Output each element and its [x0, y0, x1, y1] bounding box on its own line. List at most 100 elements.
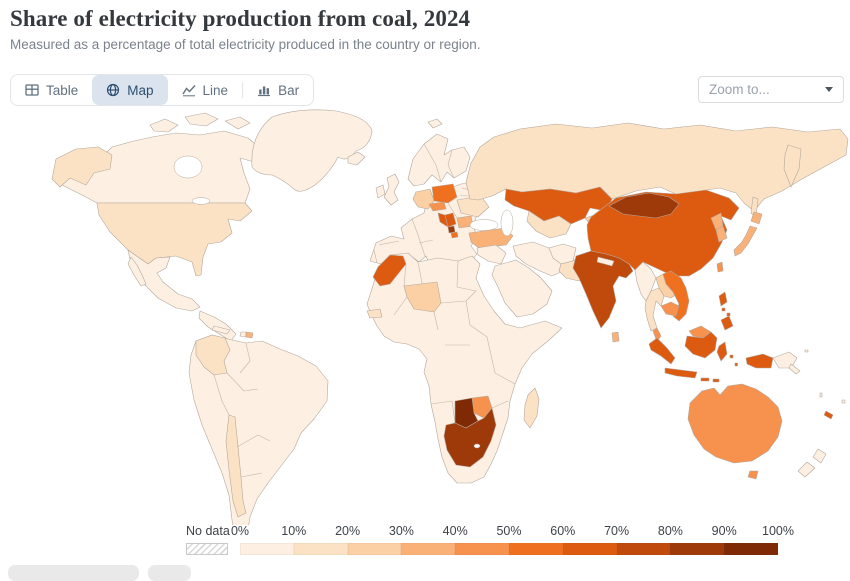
country-south-africa[interactable] — [443, 407, 497, 468]
country-sri-lanka[interactable] — [611, 331, 620, 343]
solomon-islands — [804, 349, 809, 353]
country-cambodia[interactable] — [660, 301, 680, 317]
legend-tick-label: 90% — [711, 524, 737, 538]
legend-tick-label: 80% — [657, 524, 683, 538]
country-serbia[interactable] — [444, 212, 457, 228]
country-saudi-arabia[interactable] — [491, 259, 553, 318]
country-iceland[interactable] — [347, 151, 366, 166]
country-kosovo[interactable] — [447, 225, 456, 234]
legend-tick-label: 40% — [442, 524, 468, 538]
country-mexico[interactable] — [127, 249, 201, 312]
legend-bin[interactable] — [562, 543, 617, 555]
south-america-borders — [213, 342, 271, 478]
legend-tick-label: 50% — [496, 524, 522, 538]
country-colombia[interactable] — [195, 334, 231, 376]
country-greenland[interactable] — [251, 109, 373, 192]
country-india[interactable] — [572, 250, 634, 329]
country-nepal[interactable] — [596, 256, 615, 267]
country-iraq-syria[interactable] — [476, 244, 507, 265]
tab-label: Table — [46, 82, 79, 98]
country-haiti[interactable] — [239, 331, 247, 338]
fiji — [841, 399, 846, 404]
country-chile[interactable] — [225, 414, 247, 518]
tab-label: Bar — [278, 82, 300, 98]
country-philippines[interactable] — [718, 291, 734, 331]
country-japan[interactable] — [733, 211, 763, 257]
country-niger[interactable] — [403, 281, 442, 313]
legend-bin[interactable] — [240, 543, 294, 555]
country-mongolia[interactable] — [608, 192, 680, 219]
country-papua-new-guinea[interactable] — [772, 351, 801, 375]
globe-icon — [106, 83, 120, 97]
legend-bin[interactable] — [293, 543, 348, 555]
legend-tick-label: 60% — [550, 524, 576, 538]
country-new-zealand[interactable] — [797, 448, 827, 478]
country-senegal[interactable] — [366, 308, 383, 319]
country-indonesia[interactable] — [648, 331, 774, 383]
country-kazakhstan[interactable] — [504, 186, 613, 225]
tab-line[interactable]: Line — [168, 75, 243, 105]
country-ireland[interactable] — [375, 184, 386, 199]
legend-bin[interactable] — [724, 543, 778, 555]
svalbard — [427, 118, 443, 129]
legend-bin[interactable] — [508, 543, 563, 555]
lesotho — [473, 443, 481, 449]
legend-tick-label: 10% — [281, 524, 307, 538]
country-taiwan[interactable] — [716, 261, 724, 273]
country-north-macedonia[interactable] — [450, 231, 459, 239]
country-vietnam[interactable] — [662, 270, 690, 322]
great-lakes — [191, 197, 211, 205]
legend-tick-label: 70% — [604, 524, 630, 538]
country-canada[interactable] — [57, 112, 261, 204]
tab-divider — [242, 82, 244, 98]
tab-label: Map — [127, 82, 154, 98]
country-cuba[interactable] — [211, 325, 231, 335]
tab-map[interactable]: Map — [92, 75, 168, 105]
chevron-down-icon — [825, 87, 833, 92]
bar-chart-icon — [257, 83, 271, 97]
africa-borders — [393, 260, 516, 424]
country-madagascar[interactable] — [523, 387, 540, 429]
table-icon — [25, 83, 39, 97]
tab-bar-chart[interactable]: Bar — [243, 75, 313, 105]
country-uzbekistan[interactable] — [526, 210, 572, 239]
legend-bins — [240, 543, 778, 555]
bottom-control-left[interactable] — [8, 565, 139, 581]
country-new-caledonia[interactable] — [823, 410, 834, 420]
bottom-control-right[interactable] — [148, 565, 191, 581]
legend-bin[interactable] — [670, 543, 725, 555]
tab-table[interactable]: Table — [11, 75, 92, 105]
zoom-to-dropdown[interactable]: Zoom to... — [698, 76, 844, 103]
chart-subtitle: Measured as a percentage of total electr… — [10, 37, 481, 52]
country-morocco[interactable] — [372, 254, 407, 287]
legend-bin[interactable] — [455, 543, 509, 555]
country-thailand[interactable] — [644, 287, 665, 332]
tab-label: Line — [202, 82, 229, 98]
country-poland[interactable] — [431, 183, 458, 204]
legend-tick-label: 100% — [762, 524, 794, 538]
landmass-africa[interactable] — [366, 252, 563, 484]
country-south-korea[interactable] — [715, 225, 728, 243]
country-malaysia[interactable] — [652, 325, 712, 343]
caspian-sea — [500, 209, 514, 237]
country-australia[interactable] — [687, 383, 783, 480]
legend-tick-label: 30% — [388, 524, 414, 538]
legend-bin[interactable] — [616, 543, 671, 555]
country-czechia[interactable] — [428, 201, 447, 212]
legend-no-data-swatch[interactable] — [186, 543, 228, 555]
landmass-south-america[interactable] — [188, 334, 329, 525]
legend-tick-label: 20% — [335, 524, 361, 538]
map-legend: 0% 10% 20% 30% 40% 50% 60% 70% 80% 90% 100% — [231, 524, 794, 555]
zoom-to-placeholder: Zoom to... — [709, 82, 770, 97]
country-dominican-republic[interactable] — [245, 331, 254, 339]
legend-bin[interactable] — [401, 543, 456, 555]
page-title: Share of electricity production from coa… — [10, 6, 471, 31]
hudson-bay — [173, 155, 203, 179]
legend-no-data-label: No data — [186, 524, 230, 538]
country-united-kingdom[interactable] — [383, 173, 400, 206]
legend-tick-label: 0% — [230, 524, 250, 538]
landmass-scandinavia[interactable] — [407, 133, 471, 187]
line-chart-icon — [181, 83, 196, 97]
view-tab-bar: Table Map Line Bar — [10, 74, 315, 106]
legend-bin[interactable] — [347, 543, 402, 555]
